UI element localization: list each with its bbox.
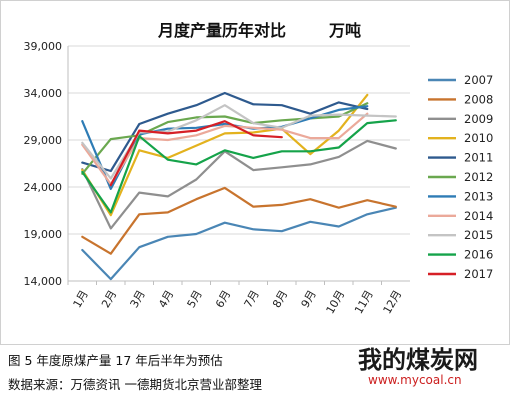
series-line-2012 — [81, 102, 369, 175]
legend-item-2016: 2016 — [428, 248, 493, 262]
y-tick-label: 24,000 — [24, 181, 63, 194]
data-source: 数据来源：万德资讯 一德期货北京营业部整理 — [8, 377, 262, 392]
legend-label: 2009 — [464, 112, 493, 126]
site-url: www.mycoal.cn — [368, 373, 462, 387]
series-2008 — [81, 186, 397, 255]
series-line-2016 — [81, 119, 397, 214]
legend-item-2013: 2013 — [428, 189, 493, 203]
y-tick-label: 39,000 — [24, 40, 63, 53]
legend-label: 2008 — [464, 92, 493, 106]
legend-item-2015: 2015 — [428, 228, 493, 242]
legend-label: 2017 — [464, 267, 493, 281]
legend-label: 2010 — [464, 131, 493, 145]
chart-background — [0, 0, 510, 345]
legend-label: 2007 — [464, 73, 493, 87]
legend-label: 2016 — [464, 248, 493, 262]
series-line-2011 — [81, 91, 369, 173]
legend-item-2010: 2010 — [428, 131, 493, 145]
series-2012 — [81, 102, 369, 175]
series-line-2014 — [81, 112, 369, 186]
legend-label: 2012 — [464, 170, 493, 184]
series-2016 — [81, 119, 397, 214]
y-tick-label: 19,000 — [24, 228, 63, 241]
legend-item-2009: 2009 — [428, 112, 493, 126]
series-line-2008 — [81, 186, 397, 255]
legend-item-2014: 2014 — [428, 209, 493, 223]
legend-label: 2015 — [464, 228, 493, 242]
y-tick-label: 14,000 — [24, 275, 63, 288]
series-2009 — [81, 139, 397, 230]
series-lines — [81, 91, 397, 281]
series-2010 — [81, 93, 369, 217]
legend-item-2011: 2011 — [428, 151, 493, 165]
series-line-2007 — [81, 206, 397, 281]
y-tick-label: 29,000 — [24, 134, 63, 147]
chart-unit: 万吨 — [328, 21, 361, 40]
legend-label: 2013 — [464, 189, 493, 203]
series-2014 — [81, 112, 369, 186]
chart-title: 月度产量历年对比 — [157, 21, 286, 40]
chart: 月度产量历年对比 万吨 14,000 19,000 24,000 29,000 34,0… — [0, 0, 510, 345]
figure-caption: 图 5 年度原煤产量 17 年后半年为预估 — [8, 353, 223, 368]
legend-item-2012: 2012 — [428, 170, 493, 184]
legend: 2007 2008 2009 2010 2011 2012 2013 2014 2015 2016… — [428, 73, 493, 281]
series-line-2010 — [81, 93, 369, 217]
y-tick-label: 34,000 — [24, 87, 63, 100]
series-line-2017 — [109, 120, 283, 187]
legend-item-2007: 2007 — [428, 73, 493, 87]
series-2007 — [81, 206, 397, 281]
series-2011 — [81, 91, 369, 173]
legend-label: 2011 — [464, 151, 493, 165]
series-2017 — [109, 120, 283, 187]
legend-item-2017: 2017 — [428, 267, 493, 281]
chart-title-group: 月度产量历年对比 万吨 — [157, 21, 361, 40]
legend-label: 2014 — [464, 209, 493, 223]
series-line-2009 — [81, 139, 397, 230]
site-logo: 我的煤炭网 — [358, 346, 478, 374]
legend-item-2008: 2008 — [428, 92, 493, 106]
